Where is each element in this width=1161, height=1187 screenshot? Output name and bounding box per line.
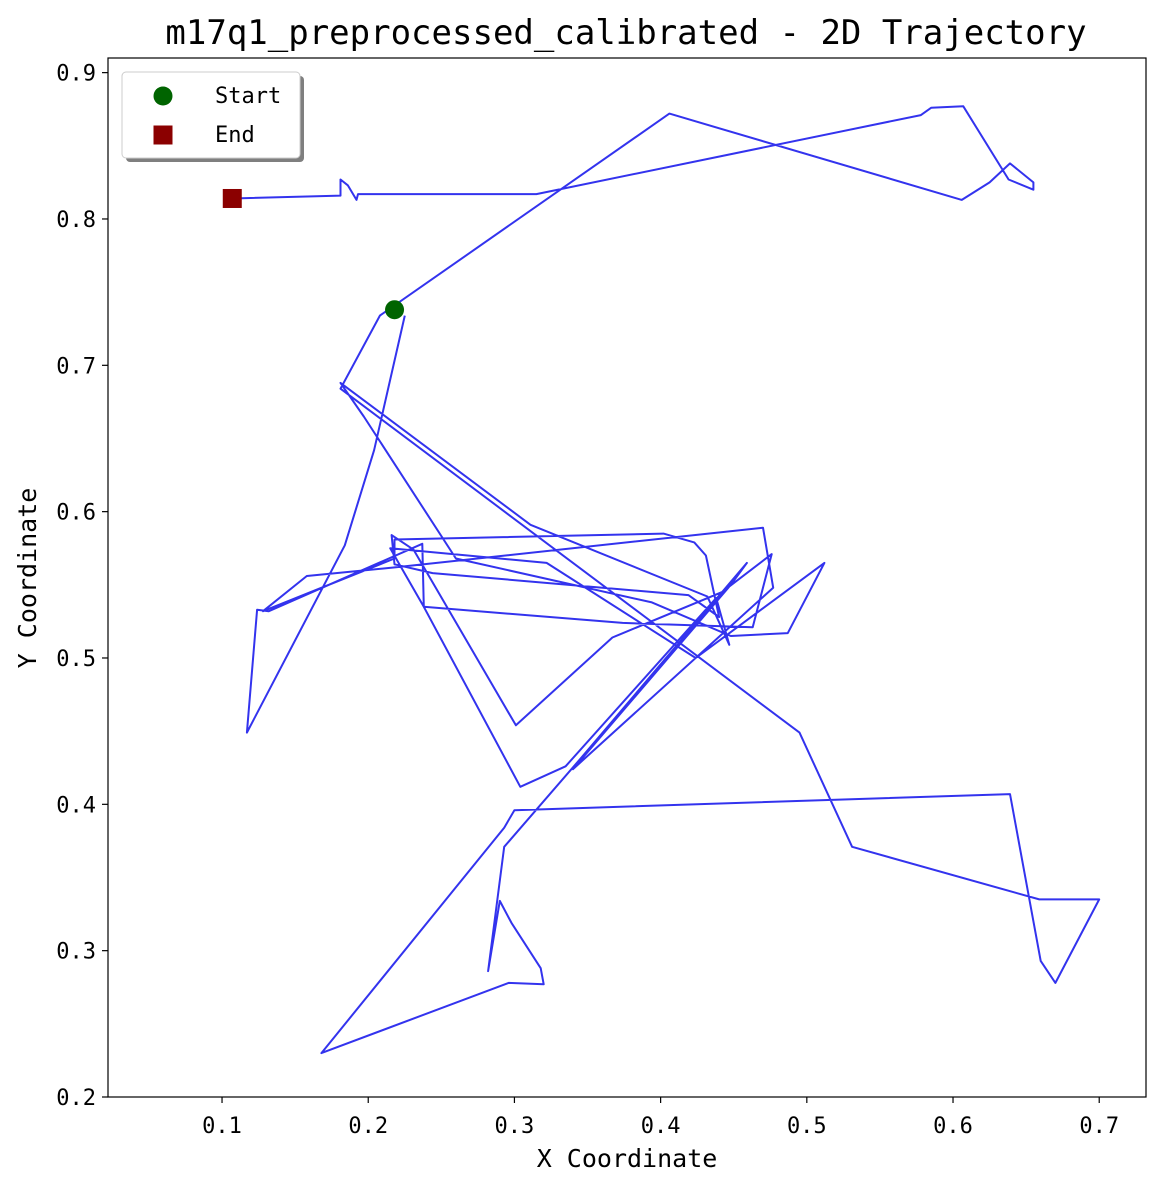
y-tick-label: 0.2	[56, 1086, 96, 1111]
start-marker	[385, 300, 405, 320]
y-tick-label: 0.5	[56, 647, 96, 672]
x-tick-label: 0.5	[787, 1114, 827, 1139]
axis-ticks: 0.1 0.2 0.3 0.4 0.5 0.6 0.7 0.2 0.3 0.4 0.5 0.6 0.7 0…	[56, 62, 1119, 1139]
legend-start-label: Start	[215, 84, 281, 109]
y-axis-label: Y Coordinate	[13, 488, 42, 669]
plot-area	[222, 105, 1101, 1055]
legend-end-marker	[153, 125, 173, 145]
x-axis-label: X Coordinate	[537, 1144, 718, 1173]
x-tick-label: 0.6	[933, 1114, 973, 1139]
y-tick-label: 0.3	[56, 940, 96, 965]
y-tick-label: 0.7	[56, 354, 96, 379]
legend-end-label: End	[215, 123, 255, 148]
trajectory-line-0	[232, 105, 1101, 1055]
chart-title: m17q1_preprocessed_calibrated - 2D Traje…	[165, 13, 1086, 53]
x-tick-label: 0.2	[348, 1114, 388, 1139]
x-tick-label: 0.3	[495, 1114, 535, 1139]
y-tick-label: 0.4	[56, 793, 96, 818]
y-tick-label: 0.6	[56, 501, 96, 526]
y-tick-label: 0.8	[56, 208, 96, 233]
plot-frame	[107, 57, 1147, 1098]
x-tick-label: 0.4	[641, 1114, 681, 1139]
x-tick-label: 0.7	[1079, 1114, 1119, 1139]
legend: Start End	[121, 71, 304, 162]
x-tick-label: 0.1	[202, 1114, 242, 1139]
y-tick-label: 0.9	[56, 62, 96, 87]
legend-start-marker	[153, 86, 173, 106]
end-marker	[222, 188, 242, 208]
